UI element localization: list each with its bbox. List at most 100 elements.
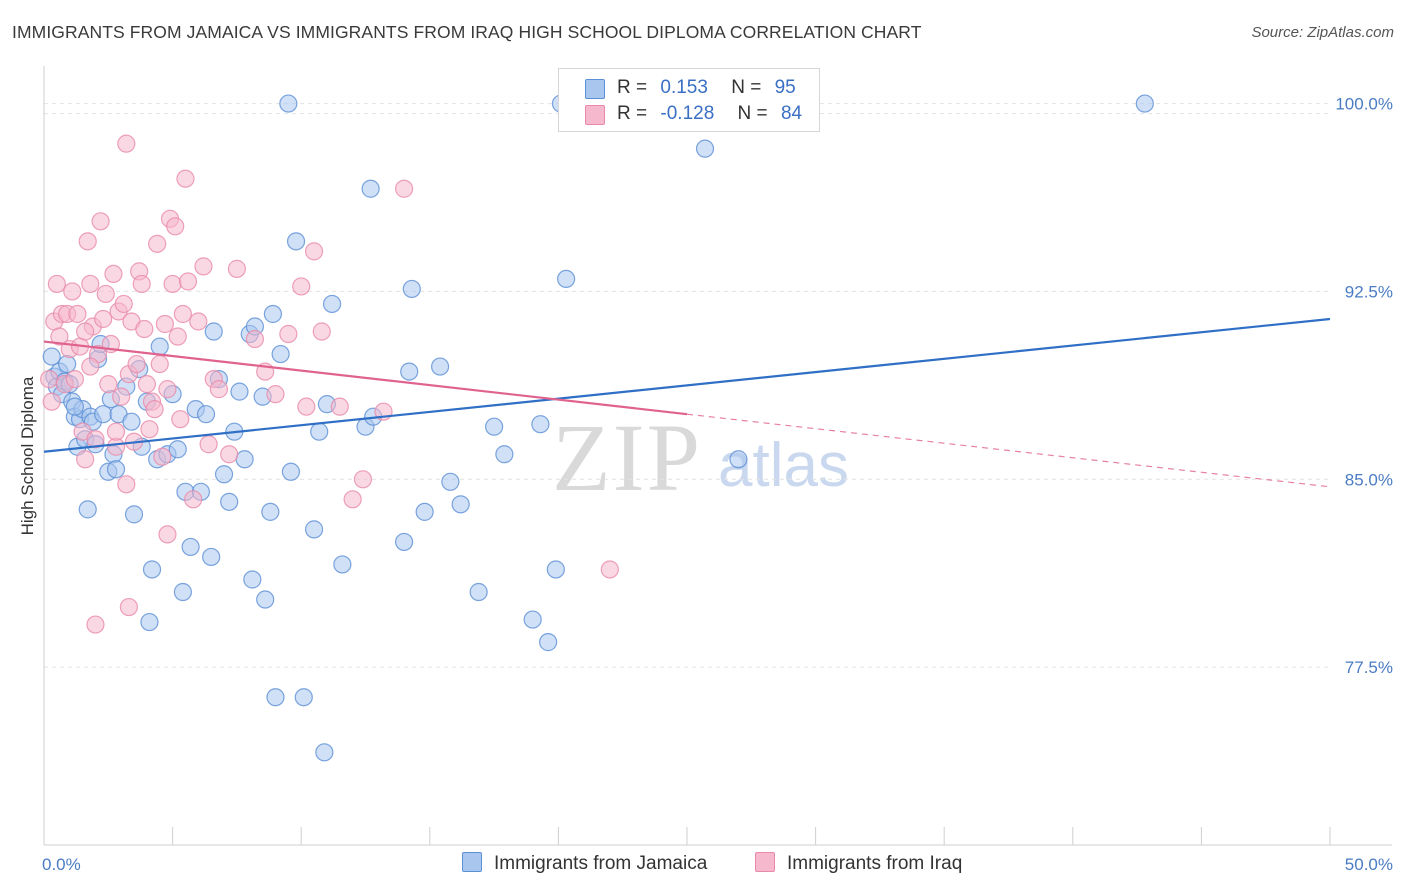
jamaica-point xyxy=(361,179,380,198)
iraq-point xyxy=(209,380,228,399)
jamaica-point xyxy=(485,417,504,436)
iraq-point xyxy=(343,490,362,509)
iraq-point xyxy=(184,490,203,509)
iraq-point xyxy=(65,370,84,389)
jamaica-point xyxy=(1135,94,1154,113)
jamaica-point xyxy=(122,412,141,431)
iraq-point xyxy=(163,274,182,294)
jamaica-point xyxy=(695,139,715,158)
legend-n-value-iraq: 84 xyxy=(780,103,803,124)
jamaica-point xyxy=(402,279,421,299)
iraq-point xyxy=(600,560,619,579)
jamaica-point xyxy=(263,304,283,324)
jamaica-point xyxy=(394,532,414,552)
jamaica-point xyxy=(546,560,565,579)
iraq-point xyxy=(42,392,61,411)
iraq-point xyxy=(91,212,110,231)
jamaica-point xyxy=(65,397,84,416)
jamaica-point xyxy=(294,688,313,707)
iraq-point xyxy=(178,272,198,291)
iraq-point xyxy=(266,385,285,404)
jamaica-point xyxy=(322,294,342,314)
iraq-point xyxy=(40,370,59,389)
iraq-point xyxy=(194,257,213,276)
jamaica-point xyxy=(441,472,460,491)
jamaica-point xyxy=(220,492,239,511)
iraq-point xyxy=(94,309,113,329)
jamaica-point xyxy=(230,382,249,401)
iraq-point xyxy=(68,304,87,324)
legend-r-value-jamaica: 0.153 xyxy=(660,77,708,98)
jamaica-point xyxy=(181,537,200,557)
jamaica-point xyxy=(310,422,329,441)
iraq-point xyxy=(148,234,167,253)
jamaica-point xyxy=(539,633,558,652)
iraq-trend-line xyxy=(43,340,688,416)
jamaica-point xyxy=(281,462,301,481)
jamaica-point xyxy=(168,440,187,459)
iraq-point xyxy=(114,294,133,314)
bottom-legend-swatch-jamaica xyxy=(462,852,482,872)
iraq-point xyxy=(297,397,316,416)
jamaica-point xyxy=(261,502,280,521)
iraq-point xyxy=(199,435,218,454)
jamaica-point xyxy=(271,344,290,364)
jamaica-point xyxy=(42,347,61,366)
jamaica-point xyxy=(196,405,216,424)
iraq-point xyxy=(227,259,246,278)
legend-r-label: R = xyxy=(617,77,648,98)
iraq-point xyxy=(135,319,154,339)
jamaica-point xyxy=(557,269,576,289)
bottom-legend-label-iraq: Immigrants from Iraq xyxy=(787,853,963,874)
chart-title: IMMIGRANTS FROM JAMAICA VS IMMIGRANTS FR… xyxy=(12,22,922,42)
iraq-point xyxy=(394,179,414,198)
iraq-point xyxy=(47,274,66,294)
legend: R = 0.153 N = 95 R = -0.128 N = 84 xyxy=(558,68,820,132)
y-tick-label: 77.5% xyxy=(1345,658,1393,677)
iraq-point xyxy=(78,232,97,251)
jamaica-point xyxy=(173,582,192,602)
jamaica-point xyxy=(333,555,352,574)
jamaica-point xyxy=(415,502,434,521)
jamaica-point xyxy=(204,322,223,341)
legend-r-value-iraq: -0.128 xyxy=(660,103,715,124)
jamaica-point xyxy=(729,450,748,469)
iraq-point xyxy=(104,264,123,284)
watermark-zip: ZIP xyxy=(552,404,702,511)
jamaica-point xyxy=(94,405,113,424)
jamaica-point xyxy=(286,232,306,251)
jamaica-point xyxy=(451,495,470,514)
iraq-point xyxy=(153,447,172,466)
jamaica-point xyxy=(430,357,450,376)
jamaica-point xyxy=(523,610,542,629)
jamaica-point xyxy=(279,94,298,113)
jamaica-point xyxy=(124,505,144,524)
jamaica-point xyxy=(202,547,221,567)
jamaica-point xyxy=(304,520,324,539)
iraq-point xyxy=(158,525,177,544)
jamaica-trend-line xyxy=(43,317,1331,453)
bottom-legend-iraq: Immigrants from Iraq xyxy=(755,852,962,875)
iraq-point xyxy=(76,322,95,341)
iraq-point xyxy=(76,450,95,469)
iraq-point xyxy=(168,327,187,346)
iraq-point xyxy=(353,470,373,489)
jamaica-point xyxy=(78,500,97,519)
jamaica-point xyxy=(235,450,254,469)
jamaica-point xyxy=(531,415,550,434)
iraq-point xyxy=(140,420,159,439)
iraq-point xyxy=(86,615,105,634)
iraq-point xyxy=(292,277,311,296)
iraq-point xyxy=(189,312,208,331)
jamaica-point xyxy=(256,590,275,609)
legend-n-value-jamaica: 95 xyxy=(774,77,796,98)
jamaica-point xyxy=(266,688,285,707)
legend-r-label: R = xyxy=(617,103,648,124)
jamaica-point xyxy=(495,445,514,464)
iraq-point xyxy=(155,314,174,334)
iraq-point xyxy=(50,327,69,346)
iraq-point xyxy=(171,410,190,429)
iraq-point xyxy=(330,397,349,416)
iraq-point xyxy=(117,475,136,494)
